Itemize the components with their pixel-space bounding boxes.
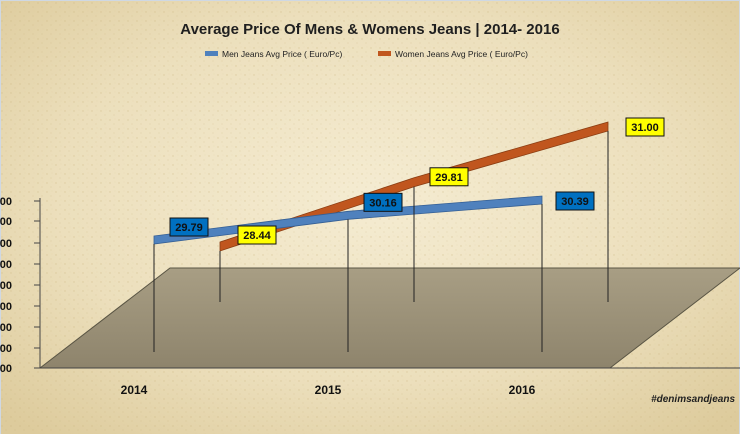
value-label-box xyxy=(363,192,403,212)
value-label-women-2016: 31.00 xyxy=(625,117,665,137)
value-label-text: 31.00 xyxy=(631,122,659,134)
legend: Men Jeans Avg Price ( Euro/Pc) Women Jean… xyxy=(205,49,528,59)
y-axis-ticks: 00 00 00 00 00 00 00 00 00 xyxy=(0,196,40,375)
y-tick-label: 00 xyxy=(0,238,12,250)
value-label-women-2014: 28.44 xyxy=(237,225,277,245)
y-tick-label: 00 xyxy=(0,301,12,313)
legend-item-women: Women Jeans Avg Price ( Euro/Pc) xyxy=(378,49,528,59)
y-tick-label: 00 xyxy=(0,322,12,334)
x-tick-label-2014: 2014 xyxy=(121,383,148,397)
legend-swatch xyxy=(205,51,218,56)
x-axis-labels: 2014 2015 2016 xyxy=(121,383,536,397)
value-label-men-2014: 29.79 xyxy=(169,217,209,237)
value-label-men-2016: 30.39 xyxy=(555,191,595,211)
legend-swatch xyxy=(378,51,391,56)
value-label-box xyxy=(625,117,665,137)
legend-label: Men Jeans Avg Price ( Euro/Pc) xyxy=(222,49,342,59)
legend-item-men: Men Jeans Avg Price ( Euro/Pc) xyxy=(205,49,342,59)
value-label-box xyxy=(555,191,595,211)
chart-title: Average Price Of Mens & Womens Jeans | 2… xyxy=(180,21,559,38)
data-labels: 28.44 29.81 31.00 29.79 30.16 30.39 xyxy=(169,117,665,245)
value-label-box xyxy=(169,217,209,237)
legend-label: Women Jeans Avg Price ( Euro/Pc) xyxy=(395,49,528,59)
value-label-box xyxy=(237,225,277,245)
y-tick-label: 00 xyxy=(0,343,12,355)
value-label-men-2015: 30.16 xyxy=(363,192,403,212)
value-label-box xyxy=(429,167,469,187)
value-label-text: 29.81 xyxy=(435,172,463,184)
value-label-women-2015: 29.81 xyxy=(429,167,469,187)
y-tick-label: 00 xyxy=(0,280,12,292)
y-tick-label: 00 xyxy=(0,216,12,228)
y-tick-label: 00 xyxy=(0,259,12,271)
chart-bottom-strip xyxy=(0,434,740,440)
x-tick-label-2015: 2015 xyxy=(315,383,342,397)
x-tick-label-2016: 2016 xyxy=(509,383,536,397)
value-label-text: 30.16 xyxy=(369,197,397,209)
y-tick-label: 00 xyxy=(0,363,12,375)
drop-lines xyxy=(153,131,609,352)
value-label-text: 30.39 xyxy=(561,196,589,208)
value-label-text: 29.79 xyxy=(175,222,203,234)
watermark-text: #denimsandjeans xyxy=(651,394,735,405)
value-label-text: 28.44 xyxy=(243,230,271,242)
y-tick-label: 00 xyxy=(0,196,12,208)
